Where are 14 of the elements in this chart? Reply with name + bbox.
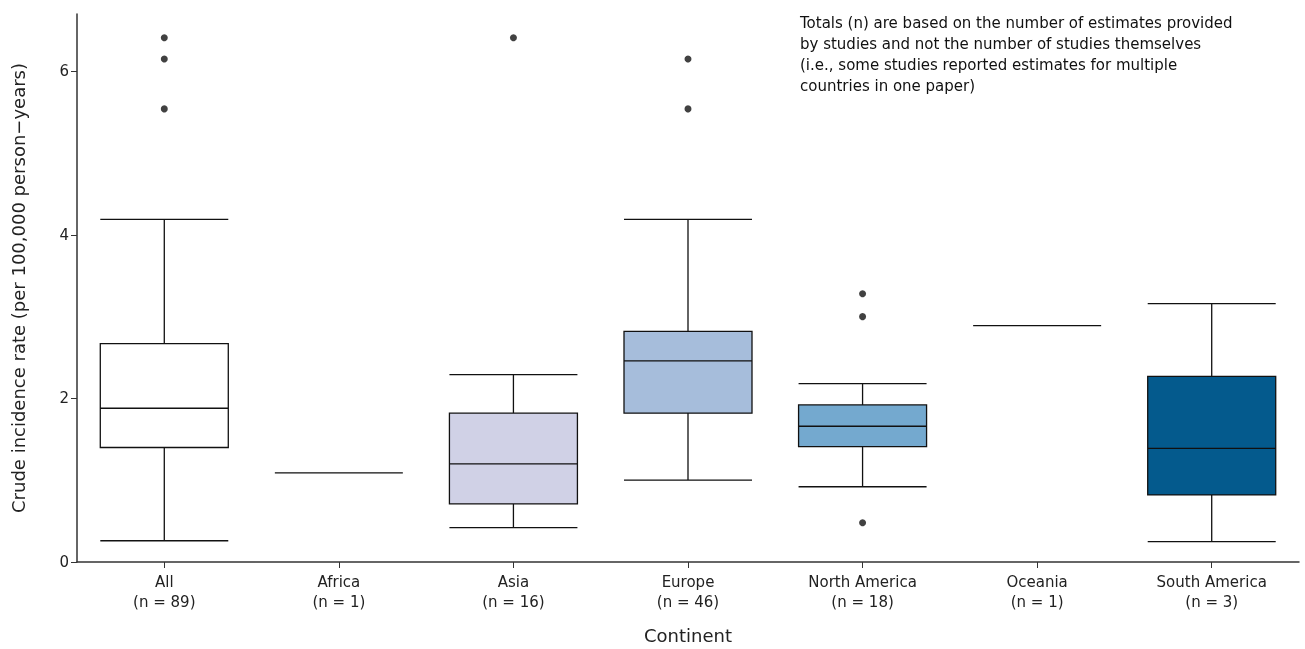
y-axis-title: Crude incidence rate (per 100,000 person−years) <box>7 63 29 513</box>
y-tick-label: 6 <box>59 62 69 81</box>
x-axis-title: Continent <box>644 624 732 646</box>
y-tick-label: 4 <box>59 225 69 244</box>
y-tick-label: 2 <box>59 389 69 408</box>
x-tick-label: All (n = 89) <box>133 573 196 611</box>
annotation: Totals (n) are based on the number of estimates provided by studies and not the number of studies themselves (i.e., some studies reported estimates for multiple countries in one paper) <box>799 13 1233 95</box>
x-tick-label: Africa (n = 1) <box>312 573 366 611</box>
x-tick-label: Asia (n = 16) <box>482 573 545 611</box>
x-tick-label: Europe (n = 46) <box>656 573 720 611</box>
x-tick-label: Oceania (n = 1) <box>1006 573 1068 611</box>
y-tick-label: 0 <box>59 553 69 571</box>
x-tick-label: North America (n = 18) <box>808 573 917 611</box>
x-tick-label: South America (n = 3) <box>1156 573 1267 611</box>
